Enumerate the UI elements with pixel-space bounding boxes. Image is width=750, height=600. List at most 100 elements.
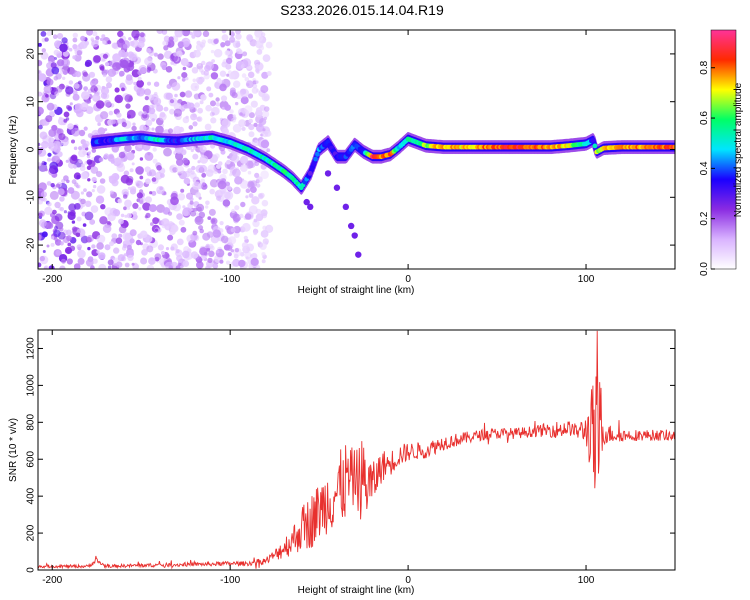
noise-blob <box>85 236 92 243</box>
noise-blob <box>232 168 241 178</box>
noise-blob <box>86 154 91 159</box>
noise-blob <box>157 53 164 60</box>
noise-blob <box>137 76 142 81</box>
noise-blob <box>199 145 207 153</box>
noise-blob <box>66 105 71 110</box>
noise-blob <box>44 37 49 42</box>
x-tick-label: -200 <box>42 274 62 285</box>
noise-blob <box>72 55 77 60</box>
noise-blob <box>235 42 241 48</box>
noise-blob <box>198 63 202 67</box>
noise-blob <box>38 73 47 82</box>
noise-blob <box>241 126 246 131</box>
noise-blob <box>68 80 74 85</box>
noise-blob <box>253 231 258 236</box>
noise-blob <box>167 128 174 134</box>
noise-blob <box>55 249 61 256</box>
noise-blob <box>54 226 58 230</box>
noise-blob <box>228 73 236 80</box>
track-core <box>590 137 596 143</box>
noise-blob <box>220 95 228 102</box>
noise-blob <box>87 178 91 182</box>
noise-blob <box>52 209 57 215</box>
noise-blob <box>260 209 268 217</box>
noise-blob <box>183 177 191 185</box>
noise-blob <box>68 47 73 52</box>
noise-blob <box>63 175 69 181</box>
noise-blob <box>118 233 123 238</box>
noise-blob <box>110 119 116 125</box>
noise-blob <box>241 222 251 232</box>
noise-blob <box>88 219 95 225</box>
noise-blob <box>244 251 252 259</box>
noise-blob <box>228 236 237 245</box>
noise-blob <box>59 265 66 269</box>
noise-blob <box>203 70 209 76</box>
noise-blob <box>92 184 97 189</box>
noise-blob <box>62 70 68 75</box>
noise-blob <box>67 123 74 130</box>
noise-blob <box>51 147 55 151</box>
noise-blob <box>129 168 134 173</box>
y-tick-label: 0 <box>26 146 37 152</box>
noise-blob <box>176 50 183 57</box>
noise-blob <box>39 255 45 262</box>
noise-blob <box>95 195 105 204</box>
noise-blob <box>230 227 236 233</box>
noise-blob <box>44 206 53 215</box>
noise-blob <box>144 96 149 101</box>
noise-blob <box>124 199 132 208</box>
noise-blob <box>249 39 257 47</box>
noise-blob <box>77 257 85 265</box>
noise-blob <box>107 265 112 269</box>
noise-blob <box>239 180 249 189</box>
noise-blob <box>187 102 195 110</box>
noise-blob <box>80 171 89 180</box>
noise-blob <box>55 183 61 188</box>
noise-blob <box>176 213 183 220</box>
noise-blob <box>44 168 48 172</box>
noise-blob <box>82 143 88 149</box>
noise-blob <box>139 175 144 180</box>
noise-blob <box>201 39 207 45</box>
noise-blob <box>190 113 198 121</box>
noise-blob <box>132 211 138 217</box>
noise-blob <box>210 100 216 107</box>
noise-blob <box>226 260 231 265</box>
noise-blob <box>140 257 148 265</box>
noise-blob <box>241 73 247 78</box>
noise-blob <box>139 32 145 38</box>
track-core <box>672 144 675 150</box>
noise-blob <box>196 203 205 212</box>
noise-blob <box>248 131 255 138</box>
noise-blob <box>100 92 108 99</box>
noise-blob <box>57 59 65 67</box>
noise-blob <box>117 118 123 124</box>
noise-blob <box>232 213 241 222</box>
noise-blob <box>46 78 54 86</box>
noise-blob <box>227 159 231 163</box>
noise-blob <box>151 190 157 196</box>
noise-blob <box>200 94 207 101</box>
noise-blob <box>92 258 98 264</box>
noise-blob <box>104 100 111 107</box>
noise-blob <box>167 211 173 216</box>
noise-blob <box>78 159 83 164</box>
noise-blob <box>232 114 236 118</box>
noise-blob <box>96 234 106 244</box>
noise-blob <box>181 72 188 79</box>
noise-blob <box>118 70 125 77</box>
noise-blob <box>139 70 143 74</box>
noise-blob <box>80 202 86 208</box>
noise-blob <box>233 225 241 234</box>
noise-blob <box>78 80 82 85</box>
noise-blob <box>261 71 269 79</box>
noise-blob <box>54 213 63 222</box>
noise-blob <box>84 61 91 67</box>
noise-blob <box>212 263 219 269</box>
noise-blob <box>242 51 248 57</box>
noise-blob <box>197 160 201 164</box>
noise-blob <box>65 229 72 236</box>
noise-blob <box>153 52 158 57</box>
noise-blob <box>181 30 191 37</box>
